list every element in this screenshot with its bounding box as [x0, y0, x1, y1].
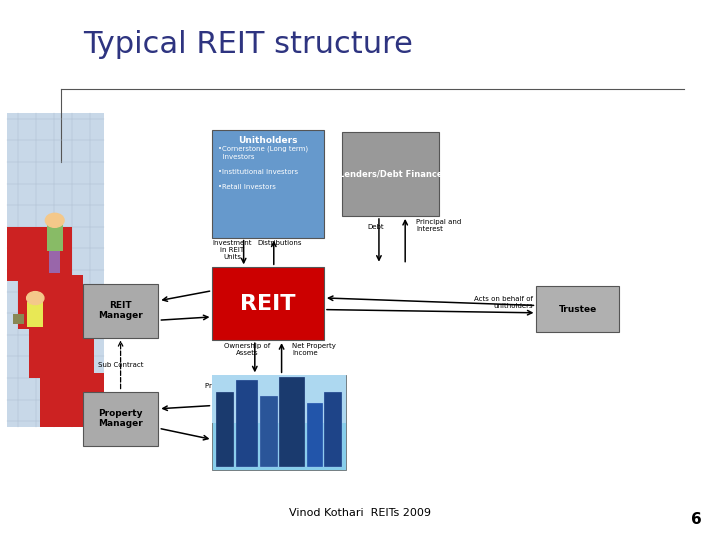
FancyBboxPatch shape — [40, 373, 104, 427]
Circle shape — [27, 292, 44, 305]
Text: Ownership of
Assets: Ownership of Assets — [225, 343, 271, 356]
FancyBboxPatch shape — [307, 403, 323, 467]
Text: Net Property
Income: Net Property Income — [292, 343, 336, 356]
Text: Sub Contract: Sub Contract — [98, 362, 143, 368]
FancyBboxPatch shape — [83, 392, 158, 446]
FancyBboxPatch shape — [279, 377, 305, 467]
FancyBboxPatch shape — [27, 302, 43, 327]
FancyBboxPatch shape — [47, 224, 63, 251]
Circle shape — [45, 213, 64, 227]
FancyBboxPatch shape — [13, 314, 24, 324]
FancyBboxPatch shape — [49, 251, 60, 273]
FancyBboxPatch shape — [18, 275, 83, 329]
Text: REIT: REIT — [240, 294, 296, 314]
Text: Trustee: Trustee — [559, 305, 597, 314]
FancyBboxPatch shape — [536, 286, 619, 332]
Text: Typical REIT structure: Typical REIT structure — [83, 30, 413, 59]
FancyBboxPatch shape — [7, 227, 72, 281]
FancyBboxPatch shape — [212, 375, 346, 422]
FancyBboxPatch shape — [324, 392, 342, 467]
Text: 6: 6 — [691, 511, 702, 526]
FancyBboxPatch shape — [216, 392, 234, 467]
Text: Vinod Kothari  REITs 2009: Vinod Kothari REITs 2009 — [289, 508, 431, 518]
FancyBboxPatch shape — [7, 113, 104, 427]
Text: •Cornerstone (Long term)
  Investors

•Institutional Investors

•Retail Investor: •Cornerstone (Long term) Investors •Inst… — [218, 146, 308, 190]
FancyBboxPatch shape — [83, 284, 158, 338]
Text: Acts on behalf of
unitholders: Acts on behalf of unitholders — [474, 296, 533, 309]
Text: Lenders/Debt Finance: Lenders/Debt Finance — [339, 170, 442, 179]
Text: Distributions: Distributions — [257, 240, 302, 246]
Text: Property
Manager: Property Manager — [98, 409, 143, 428]
Text: Property Management Services: Property Management Services — [205, 383, 315, 389]
Text: Principal and
Interest: Principal and Interest — [416, 219, 462, 232]
FancyBboxPatch shape — [236, 380, 258, 467]
FancyBboxPatch shape — [29, 324, 94, 378]
Text: REIT
Manager: REIT Manager — [98, 301, 143, 320]
FancyBboxPatch shape — [212, 267, 324, 340]
FancyBboxPatch shape — [212, 130, 324, 238]
FancyBboxPatch shape — [212, 375, 346, 470]
FancyBboxPatch shape — [342, 132, 439, 216]
Text: Unitholders: Unitholders — [238, 136, 298, 145]
Text: Debt: Debt — [367, 224, 384, 230]
FancyBboxPatch shape — [260, 396, 278, 467]
Text: Investment
in REIT
Units: Investment in REIT Units — [212, 240, 252, 260]
